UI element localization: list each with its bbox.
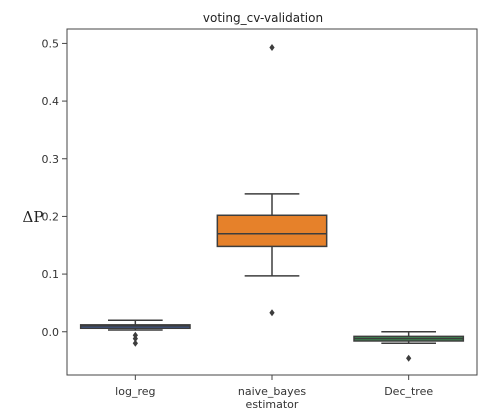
y-axis-title: ΔP bbox=[23, 208, 44, 226]
x-tick-label: naive_bayes bbox=[238, 385, 307, 398]
y-tick-label: 0.2 bbox=[42, 210, 60, 223]
box-plot-series bbox=[79, 43, 465, 362]
chart-title: voting_cv-validation bbox=[203, 11, 323, 25]
x-tick-label: log_reg bbox=[115, 385, 155, 398]
y-tick-label: 0.4 bbox=[42, 95, 60, 108]
box-Dec_tree bbox=[353, 331, 465, 362]
y-tick-label: 0.5 bbox=[42, 37, 60, 50]
y-axis-ticks: 0.0 0.1 0.2 0.3 0.4 0.5 bbox=[42, 37, 67, 339]
y-tick-label: 0.0 bbox=[42, 326, 60, 339]
box-naive_bayes bbox=[216, 43, 328, 317]
outlier-point bbox=[406, 354, 412, 362]
y-tick-label: 0.1 bbox=[42, 268, 60, 281]
box-iqr bbox=[216, 214, 328, 248]
x-tick-label: Dec_tree bbox=[384, 385, 433, 398]
outlier-point bbox=[269, 309, 275, 317]
outlier-point bbox=[132, 339, 138, 347]
x-axis-ticks: log_reg naive_bayes Dec_tree bbox=[115, 375, 433, 398]
outlier-point bbox=[132, 335, 138, 343]
box-log_reg bbox=[79, 319, 191, 347]
x-axis-title: estimator bbox=[246, 398, 299, 411]
outlier-point bbox=[269, 43, 275, 51]
y-tick-label: 0.3 bbox=[42, 153, 60, 166]
